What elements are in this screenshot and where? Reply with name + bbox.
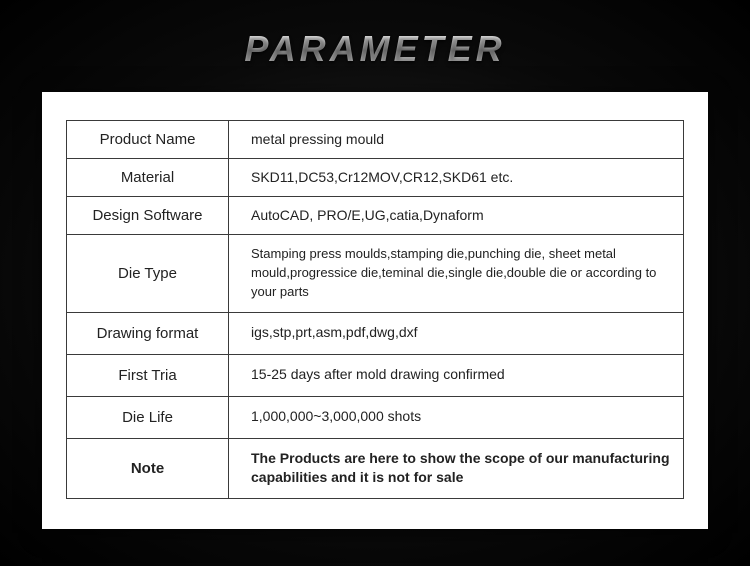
row-value: AutoCAD, PRO/E,UG,catia,Dynaform [229, 197, 684, 235]
row-label: Drawing format [67, 312, 229, 354]
row-label: Design Software [67, 197, 229, 235]
parameter-table: Product Name metal pressing mould Materi… [66, 120, 684, 499]
table-row: Note The Products are here to show the s… [67, 438, 684, 498]
row-value: 15-25 days after mold drawing confirmed [229, 354, 684, 396]
table-row: Product Name metal pressing mould [67, 121, 684, 159]
row-value: igs,stp,prt,asm,pdf,dwg,dxf [229, 312, 684, 354]
row-label: Die Type [67, 235, 229, 313]
row-value: Stamping press moulds,stamping die,punch… [229, 235, 684, 313]
row-label-note: Note [67, 438, 229, 498]
row-label: Die Life [67, 396, 229, 438]
row-value-note: The Products are here to show the scope … [229, 438, 684, 498]
row-label: Material [67, 159, 229, 197]
row-value: SKD11,DC53,Cr12MOV,CR12,SKD61 etc. [229, 159, 684, 197]
table-row: Die Life 1,000,000~3,000,000 shots [67, 396, 684, 438]
table-row: Drawing format igs,stp,prt,asm,pdf,dwg,d… [67, 312, 684, 354]
row-label: First Tria [67, 354, 229, 396]
page-title: PARAMETER [0, 0, 750, 92]
row-label: Product Name [67, 121, 229, 159]
table-row: Material SKD11,DC53,Cr12MOV,CR12,SKD61 e… [67, 159, 684, 197]
table-row: Design Software AutoCAD, PRO/E,UG,catia,… [67, 197, 684, 235]
table-row: First Tria 15-25 days after mold drawing… [67, 354, 684, 396]
table-row: Die Type Stamping press moulds,stamping … [67, 235, 684, 313]
row-value: 1,000,000~3,000,000 shots [229, 396, 684, 438]
parameter-panel: Product Name metal pressing mould Materi… [42, 92, 708, 529]
row-value: metal pressing mould [229, 121, 684, 159]
